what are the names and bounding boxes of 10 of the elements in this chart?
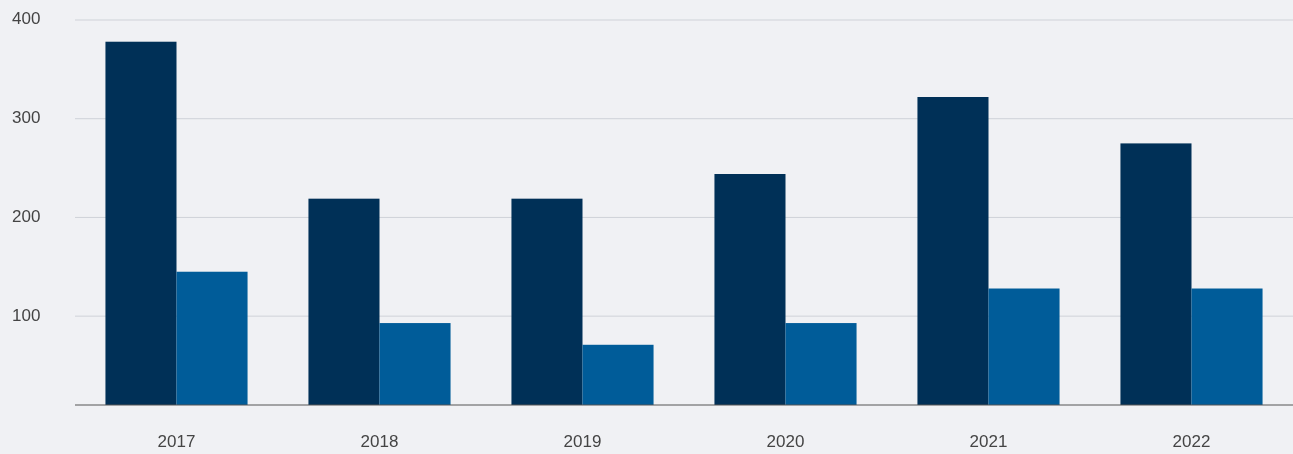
y-tick-label: 200 xyxy=(12,206,41,226)
x-tick-label: 2021 xyxy=(969,432,1008,452)
x-tick-label: 2018 xyxy=(360,432,399,452)
x-tick-label: 2019 xyxy=(563,432,602,452)
y-tick-label: 400 xyxy=(12,9,41,29)
x-tick-label: 2022 xyxy=(1172,432,1211,452)
x-tick-label: 2017 xyxy=(157,432,196,452)
y-tick-label: 100 xyxy=(12,305,41,325)
y-tick-label: 300 xyxy=(12,108,41,128)
x-tick-label: 2020 xyxy=(766,432,805,452)
